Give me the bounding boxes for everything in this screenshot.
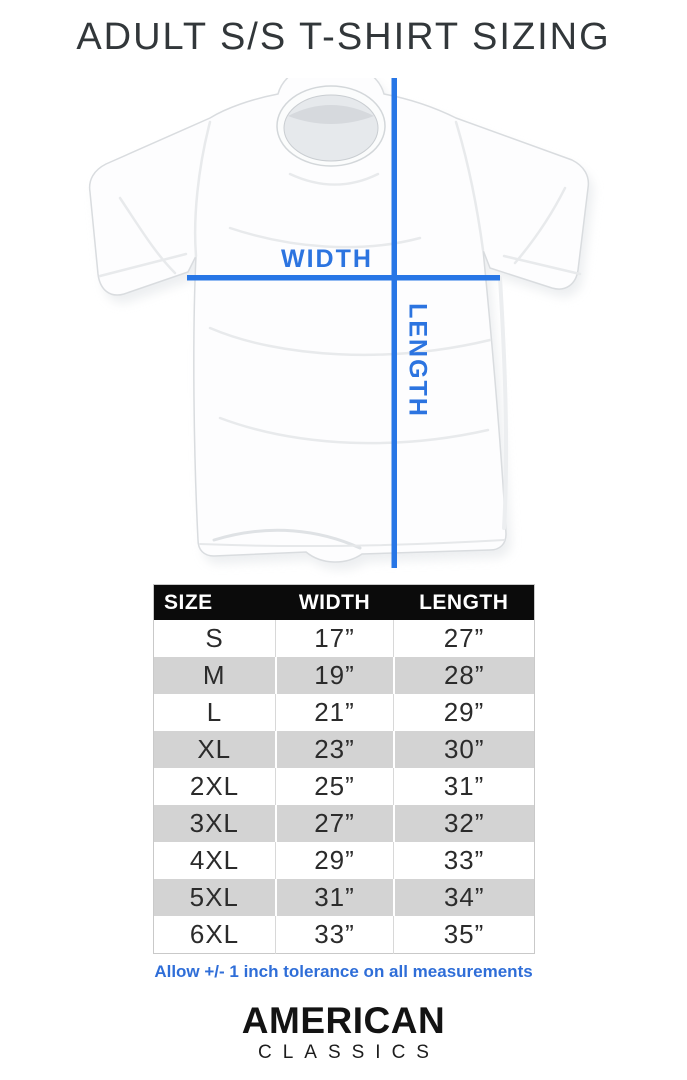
size-cell: 3XL — [153, 805, 276, 842]
length-cell: 27” — [393, 620, 535, 657]
size-cell: M — [153, 657, 276, 694]
size-cell: 2XL — [153, 768, 276, 805]
brand-name-primary: AMERICAN — [241, 1000, 446, 1041]
width-cell: 33” — [275, 916, 394, 954]
width-cell: 23” — [274, 731, 394, 768]
width-cell: 29” — [275, 842, 394, 879]
table-row: XL 23” 30” — [153, 731, 535, 768]
table-row: 3XL 27” 32” — [153, 805, 535, 842]
width-cell: 21” — [275, 694, 394, 731]
width-measure-line — [187, 275, 500, 281]
length-measure-line — [391, 78, 397, 568]
length-measure-label: LENGTH — [403, 303, 432, 418]
tshirt-collar — [276, 85, 386, 167]
size-table-header: SIZE WIDTH LENGTH — [153, 584, 535, 620]
size-table: SIZE WIDTH LENGTH S 17” 27” M 19” 28” L … — [153, 584, 535, 954]
table-row: S 17” 27” — [153, 620, 535, 657]
length-cell: 31” — [393, 768, 535, 805]
width-cell: 31” — [274, 879, 394, 916]
size-cell: 6XL — [153, 916, 276, 954]
size-cell: 5XL — [153, 879, 276, 916]
length-cell: 28” — [392, 657, 535, 694]
tshirt-svg — [88, 60, 594, 571]
column-header-width: WIDTH — [275, 584, 394, 620]
size-cell: S — [153, 620, 276, 657]
table-row: L 21” 29” — [153, 694, 535, 731]
size-cell: L — [153, 694, 276, 731]
length-cell: 30” — [392, 731, 535, 768]
length-cell: 32” — [392, 805, 535, 842]
brand-logo: AMERICAN CLASSICS — [0, 1002, 687, 1062]
brand-name-secondary: CLASSICS — [258, 1042, 440, 1063]
header-row: SIZE WIDTH LENGTH — [153, 584, 535, 620]
width-measure-label: WIDTH — [281, 245, 373, 273]
size-cell: XL — [153, 731, 276, 768]
width-cell: 17” — [275, 620, 394, 657]
length-cell: 34” — [392, 879, 535, 916]
length-cell: 35” — [393, 916, 535, 954]
table-row: 4XL 29” 33” — [153, 842, 535, 879]
width-cell: 27” — [274, 805, 394, 842]
width-cell: 19” — [274, 657, 394, 694]
tolerance-note: Allow +/- 1 inch tolerance on all measur… — [154, 962, 533, 981]
column-header-length: LENGTH — [393, 584, 535, 620]
tshirt-illustration — [60, 60, 630, 578]
table-row: 5XL 31” 34” — [153, 879, 535, 916]
tshirt-wrinkles — [98, 120, 582, 550]
length-cell: 29” — [393, 694, 535, 731]
table-row: M 19” 28” — [153, 657, 535, 694]
size-cell: 4XL — [153, 842, 276, 879]
table-row: 2XL 25” 31” — [153, 768, 535, 805]
table-row: 6XL 33” 35” — [153, 916, 535, 954]
page-title: ADULT S/S T-SHIRT SIZING — [76, 16, 611, 58]
length-cell: 33” — [393, 842, 535, 879]
column-header-size: SIZE — [153, 584, 276, 620]
width-cell: 25” — [275, 768, 394, 805]
